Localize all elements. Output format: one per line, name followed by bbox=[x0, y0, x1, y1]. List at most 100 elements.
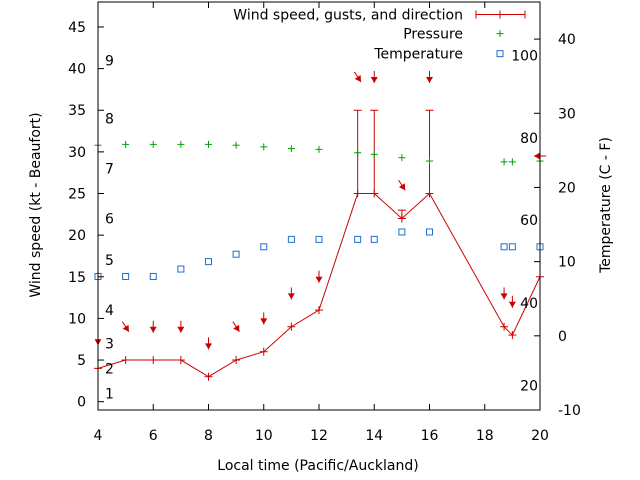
pressure-point bbox=[260, 143, 268, 151]
wind-direction-arrow bbox=[500, 287, 508, 300]
y-tick-label-left: 25 bbox=[68, 187, 86, 203]
beaufort-label: 4 bbox=[105, 303, 114, 319]
y-tick-label-left: 20 bbox=[68, 228, 86, 244]
pressure-point bbox=[122, 140, 130, 148]
temperature-point bbox=[508, 243, 516, 251]
wind-direction-arrow bbox=[205, 337, 212, 350]
wind-point bbox=[204, 372, 213, 381]
pressure-point bbox=[149, 140, 157, 148]
wind-speed-line bbox=[97, 192, 541, 378]
beaufort-label: 1 bbox=[105, 386, 114, 402]
y-tick-label-left: 10 bbox=[68, 311, 86, 327]
temperature-point bbox=[287, 235, 295, 243]
fahrenheit-label: 80 bbox=[520, 131, 538, 147]
beaufort-label: 2 bbox=[105, 361, 114, 377]
temperature-point bbox=[260, 243, 268, 251]
temperature-point bbox=[149, 272, 157, 280]
wind-direction-arrow bbox=[426, 70, 433, 83]
wind-point bbox=[121, 356, 130, 365]
x-tick-label: 4 bbox=[94, 428, 103, 444]
temperature-point bbox=[354, 235, 362, 243]
legend-swatch-wind bbox=[475, 10, 526, 19]
wind-point bbox=[315, 306, 323, 315]
wind-direction-arrow bbox=[370, 70, 378, 83]
wind-point bbox=[232, 356, 241, 365]
temperature-point bbox=[426, 228, 433, 236]
legend-swatch-pressure bbox=[496, 30, 504, 38]
wind-point bbox=[259, 347, 268, 356]
y-tick-label-right: 0 bbox=[558, 329, 567, 345]
temperature-point bbox=[232, 250, 240, 258]
wind-direction-arrow bbox=[149, 320, 157, 333]
y-tick-label-right: 40 bbox=[558, 32, 576, 48]
temperature-point bbox=[205, 258, 212, 266]
temperature-point bbox=[177, 265, 185, 273]
temperature-point bbox=[500, 243, 508, 251]
beaufort-label: 3 bbox=[105, 336, 114, 352]
temperature-point bbox=[122, 272, 130, 280]
x-tick-label: 16 bbox=[421, 428, 439, 444]
y-tick-label-left: 15 bbox=[68, 270, 86, 286]
wind-point bbox=[149, 356, 158, 365]
wind-point bbox=[508, 331, 517, 340]
wind-point bbox=[500, 322, 509, 331]
x-tick-label: 8 bbox=[204, 428, 213, 444]
fahrenheit-label: 20 bbox=[520, 379, 538, 395]
pressure-point bbox=[354, 149, 362, 157]
y-tick-label-left: 5 bbox=[77, 353, 86, 369]
wind-direction-arrow bbox=[508, 295, 516, 308]
x-tick-label: 12 bbox=[310, 428, 328, 444]
pressure-point bbox=[205, 140, 212, 148]
y-tick-label-left: 40 bbox=[68, 62, 86, 78]
y-tick-label-left: 45 bbox=[68, 20, 86, 36]
y-tick-label-right: 20 bbox=[558, 180, 576, 196]
y-tick-label-left: 35 bbox=[68, 103, 86, 119]
pressure-point bbox=[232, 141, 240, 149]
pressure-point bbox=[426, 157, 433, 165]
fahrenheit-label: 60 bbox=[520, 213, 538, 229]
y-tick-label-left: 0 bbox=[77, 395, 86, 411]
wind-point bbox=[287, 322, 296, 331]
pressure-point bbox=[398, 154, 406, 162]
x-tick-label: 6 bbox=[149, 428, 158, 444]
pressure-point bbox=[370, 150, 378, 158]
wind-direction-arrow bbox=[121, 321, 130, 333]
wind-direction-arrow bbox=[232, 321, 240, 333]
y-tick-label-right: 30 bbox=[558, 106, 576, 122]
legend-label-pressure: Pressure bbox=[403, 27, 463, 43]
wind-direction-arrow bbox=[398, 179, 406, 191]
y-tick-label-right: -10 bbox=[558, 403, 581, 419]
beaufort-label: 5 bbox=[105, 253, 114, 269]
pressure-point bbox=[500, 158, 508, 166]
x-tick-label: 14 bbox=[365, 428, 383, 444]
pressure-point bbox=[315, 145, 323, 153]
wind-direction-arrow bbox=[287, 287, 295, 300]
legend-label-temperature: Temperature bbox=[373, 47, 463, 63]
x-tick-label: 10 bbox=[255, 428, 273, 444]
wind-direction-arrow bbox=[315, 270, 323, 283]
y-axis-label-left: Wind speed (kt - Beaufort) bbox=[28, 112, 44, 297]
beaufort-label: 9 bbox=[105, 53, 114, 69]
legend-label-wind: Wind speed, gusts, and direction bbox=[233, 7, 463, 23]
beaufort-label: 6 bbox=[105, 211, 114, 227]
wind-direction-arrow bbox=[353, 71, 362, 83]
x-axis-label: Local time (Pacific/Auckland) bbox=[217, 458, 418, 474]
wind-direction-arrow bbox=[260, 312, 268, 325]
wind-direction-arrow bbox=[177, 320, 185, 333]
fahrenheit-label: 40 bbox=[520, 296, 538, 312]
wind-point bbox=[176, 356, 185, 365]
beaufort-label: 8 bbox=[105, 112, 114, 128]
y-axis-label-right: Temperature (C - F) bbox=[598, 137, 614, 274]
temperature-point bbox=[398, 228, 406, 236]
pressure-point bbox=[287, 145, 295, 153]
fahrenheit-label: 100 bbox=[511, 48, 538, 64]
temperature-point bbox=[370, 235, 378, 243]
y-tick-label-left: 30 bbox=[68, 145, 86, 161]
beaufort-label: 7 bbox=[105, 162, 114, 178]
legend-swatch-temperature bbox=[496, 50, 504, 58]
pressure-point bbox=[508, 158, 516, 166]
pressure-point bbox=[177, 140, 185, 148]
x-tick-label: 18 bbox=[476, 428, 494, 444]
x-tick-label: 20 bbox=[531, 428, 549, 444]
